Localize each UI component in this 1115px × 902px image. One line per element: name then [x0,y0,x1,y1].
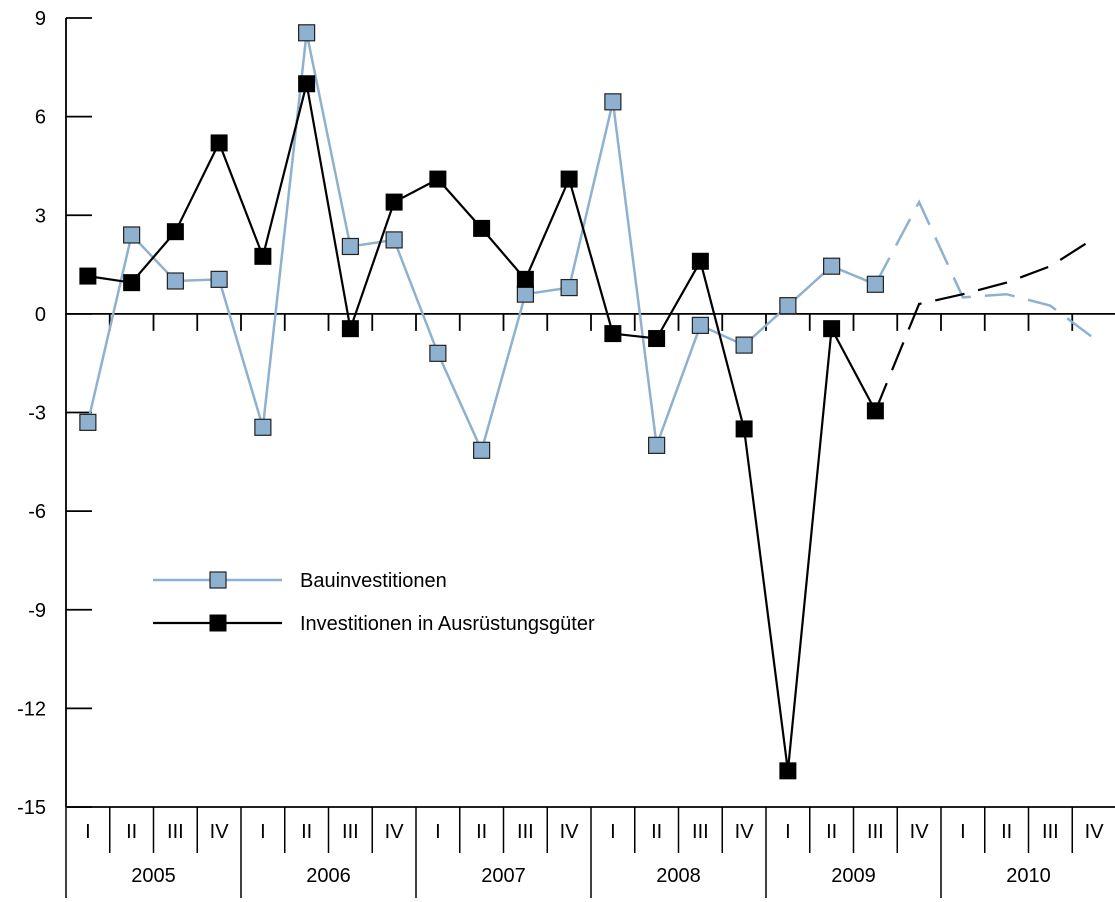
legend-label: Bauinvestitionen [300,570,447,592]
year-label: 2007 [481,865,526,887]
data-point [735,420,753,438]
y-tick-label: -3 [28,403,46,425]
data-point [779,762,797,780]
legend-label: Investitionen in Ausrüstungsgüter [300,613,595,635]
data-point [691,252,709,270]
y-tick-label: 9 [35,8,46,30]
data-point [341,320,359,338]
data-point [735,336,753,354]
data-point [385,193,403,211]
legend: Bauinvestitionen Investitionen in Ausrüst… [153,570,595,635]
series-lines [86,32,1095,771]
quarter-label: I [610,821,616,843]
data-point [823,320,841,338]
data-point [298,75,316,93]
quarter-label: IV [1085,821,1105,843]
data-point [254,418,272,436]
y-tick-label: -15 [17,797,46,819]
data-point [385,231,403,249]
quarter-label: III [342,821,359,843]
year-label: 2008 [656,865,701,887]
year-label: 2009 [831,865,876,887]
legend-marker [209,614,227,632]
data-point [648,330,666,348]
data-point [473,441,491,459]
y-tick-label: -12 [17,698,46,720]
data-point [604,325,622,343]
quarter-label: II [826,821,837,843]
y-tick-label: -9 [28,600,46,622]
data-point [691,316,709,334]
data-point [516,285,534,303]
quarter-label: I [960,821,966,843]
quarter-label: II [1001,821,1012,843]
year-label: 2006 [306,865,351,887]
data-point [79,413,97,431]
data-point [298,24,316,42]
data-point [166,223,184,241]
quarter-label: IV [910,821,930,843]
data-point [210,134,228,152]
y-tick-label: 6 [35,107,46,129]
data-point [823,257,841,275]
y-tick-label: 0 [35,304,46,326]
quarter-label: I [435,821,441,843]
y-tick-label: 3 [35,205,46,227]
y-tick-label: -6 [28,501,46,523]
quarter-label: III [1042,821,1059,843]
data-point [560,170,578,188]
data-point [123,226,141,244]
data-point [254,247,272,265]
quarter-label: IV [735,821,755,843]
data-point [166,272,184,290]
legend-marker [209,571,227,589]
data-point [648,436,666,454]
data-point [866,402,884,420]
quarter-label: III [867,821,884,843]
year-label: 2010 [1006,865,1051,887]
data-point [341,237,359,256]
data-point [604,93,622,111]
quarter-label: IV [385,821,405,843]
quarter-label: II [651,821,662,843]
series-line [87,83,877,771]
quarter-label: I [260,821,266,843]
quarter-label: II [126,821,137,843]
data-point [516,270,534,288]
quarter-label: IV [560,821,580,843]
series-line [86,32,876,454]
quarter-label: I [85,821,91,843]
data-point [79,267,97,285]
data-point [779,297,797,315]
year-label: 2005 [131,865,176,887]
data-point [473,219,491,237]
quarter-label: IV [210,821,230,843]
data-point [560,278,578,297]
quarter-label: III [167,821,184,843]
quarter-label: I [785,821,791,843]
data-point [429,170,447,188]
quarter-label: III [692,821,709,843]
projection-line [874,237,1095,412]
series-markers [79,24,884,780]
data-point [123,274,141,292]
quarter-label: III [517,821,534,843]
data-point [429,344,447,362]
quarter-label: II [476,821,487,843]
data-point [210,270,228,288]
quarter-label: II [301,821,312,843]
data-point [866,275,884,293]
